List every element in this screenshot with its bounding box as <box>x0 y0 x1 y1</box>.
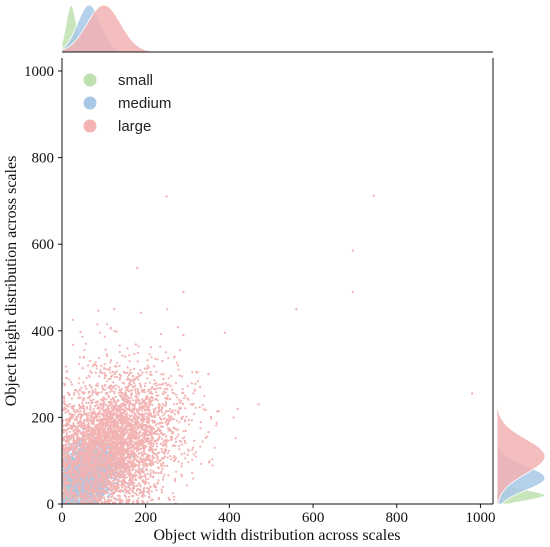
scatter-point <box>109 398 112 401</box>
scatter-point <box>72 422 75 425</box>
scatter-point <box>156 458 159 461</box>
scatter-point <box>75 489 78 492</box>
scatter-point <box>168 397 171 400</box>
scatter-point <box>192 477 195 480</box>
scatter-point <box>195 370 198 374</box>
scatter-point <box>171 492 174 495</box>
scatter-point <box>118 344 121 347</box>
scatter-point <box>152 411 155 414</box>
scatter-point <box>157 472 160 475</box>
scatter-point <box>106 368 109 371</box>
scatter-layer <box>62 194 474 504</box>
scatter-point <box>156 358 159 361</box>
scatter-point <box>130 396 133 399</box>
scatter-point <box>135 458 138 461</box>
scatter-point <box>69 380 72 384</box>
scatter-point <box>77 382 80 385</box>
scatter-point <box>112 381 115 384</box>
scatter-point <box>98 375 101 378</box>
scatter-point <box>215 424 218 427</box>
scatter-point <box>151 385 154 388</box>
scatter-point <box>94 404 97 408</box>
scatter-point <box>145 371 148 374</box>
scatter-point <box>203 394 206 397</box>
scatter-point <box>186 385 189 388</box>
scatter-point <box>192 446 195 449</box>
scatter-point <box>178 349 182 352</box>
scatter-point <box>187 419 191 422</box>
scatter-point <box>207 461 211 464</box>
scatter-point <box>115 384 118 387</box>
scatter-point <box>126 366 129 369</box>
scatter-point <box>110 406 113 410</box>
scatter-point <box>159 442 162 445</box>
scatter-point <box>190 382 193 385</box>
scatter-point <box>111 370 115 373</box>
scatter-point <box>79 448 82 451</box>
scatter-point <box>162 373 165 376</box>
scatter-point <box>167 377 170 380</box>
scatter-point <box>78 377 81 380</box>
scatter-point <box>128 360 131 363</box>
scatter-point <box>69 452 72 455</box>
scatter-point <box>167 474 170 477</box>
scatter-point <box>71 454 74 457</box>
scatter-point <box>177 433 180 436</box>
scatter-point <box>154 460 157 463</box>
scatter-point <box>193 412 196 415</box>
scatter-point <box>191 371 194 374</box>
right-kde-large <box>496 57 546 505</box>
right-marginal-kde <box>496 57 546 505</box>
scatter-point <box>84 385 87 388</box>
scatter-point <box>191 471 194 474</box>
scatter-point <box>133 353 136 356</box>
scatter-point <box>81 335 84 338</box>
scatter-point <box>70 428 73 431</box>
scatter-point <box>91 391 94 394</box>
scatter-point <box>141 398 144 401</box>
scatter-point <box>152 445 155 448</box>
scatter-point <box>173 403 176 406</box>
scatter-point <box>115 403 118 406</box>
series-large <box>62 194 474 504</box>
scatter-point <box>178 374 181 377</box>
scatter-point <box>192 453 195 456</box>
top-kde-large <box>61 4 494 53</box>
scatter-point <box>193 439 196 442</box>
scatter-point <box>139 386 143 389</box>
scatter-point <box>79 410 82 413</box>
top-marginal-kde <box>61 4 494 53</box>
scatter-point <box>67 490 70 493</box>
scatter-point <box>166 418 169 421</box>
scatter-point <box>113 375 116 378</box>
scatter-point <box>78 413 81 416</box>
scatter-point <box>167 414 170 417</box>
scatter-point <box>173 455 176 458</box>
scatter-point <box>146 359 149 362</box>
scatter-point <box>175 393 178 396</box>
scatter-point <box>88 384 91 387</box>
scatter-point <box>147 482 150 485</box>
scatter-point <box>175 361 178 364</box>
scatter-point <box>164 351 168 354</box>
scatter-point <box>181 388 184 391</box>
scatter-point <box>137 497 140 500</box>
scatter-point <box>68 403 71 406</box>
scatter-point <box>223 331 226 334</box>
scatter-point <box>163 453 166 456</box>
scatter-point <box>183 452 186 455</box>
scatter-point <box>113 384 116 387</box>
scatter-point <box>163 473 166 476</box>
scatter-point <box>137 378 140 381</box>
scatter-point <box>100 364 103 367</box>
scatter-point <box>173 495 176 498</box>
scatter-point <box>211 464 214 467</box>
scatter-point <box>134 471 137 474</box>
scatter-point <box>120 388 123 391</box>
